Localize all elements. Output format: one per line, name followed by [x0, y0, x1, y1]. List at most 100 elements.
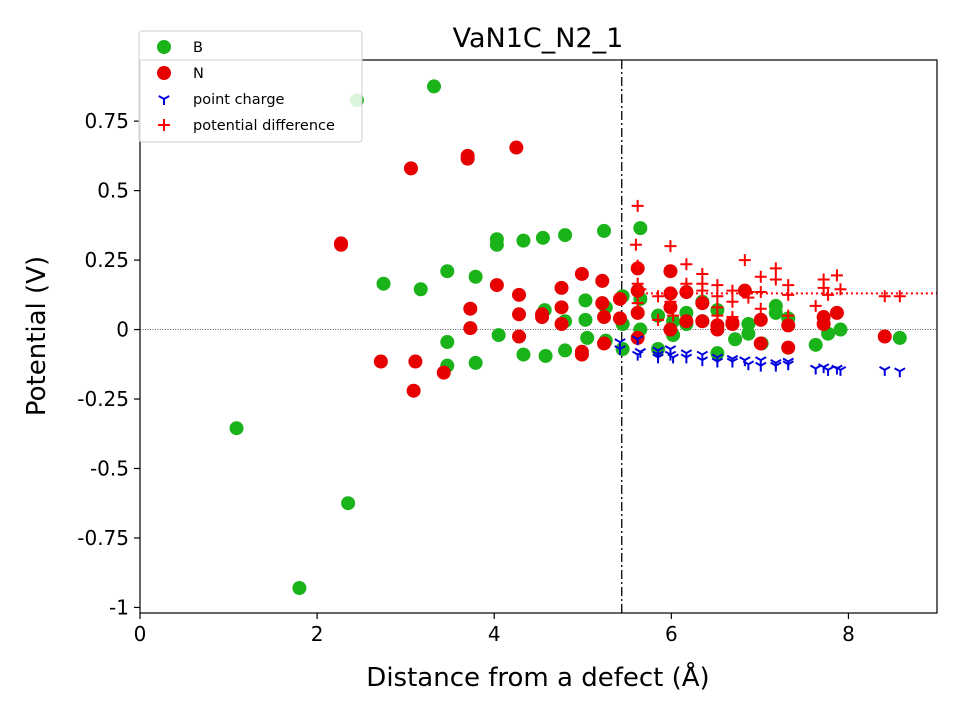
data-point [406, 383, 421, 398]
plot-area [140, 60, 937, 613]
data-point [726, 311, 739, 324]
data-point [614, 345, 626, 356]
data-point [695, 314, 710, 329]
data-point [612, 311, 627, 326]
data-point [680, 353, 693, 364]
x-tick-label: 6 [665, 622, 678, 646]
data-point [769, 262, 782, 275]
y-axis: -1 -0.75 -0.5 -0.25 0 0.25 0.5 0.75 [77, 109, 140, 619]
data-point [726, 295, 739, 308]
data-point [580, 330, 595, 345]
data-point [782, 360, 794, 371]
data-point [711, 279, 724, 292]
x-tick-label: 4 [488, 622, 501, 646]
data-point [742, 291, 755, 304]
y-tick-label: 0.5 [97, 179, 129, 203]
x-tick-label: 0 [134, 622, 147, 646]
x-axis: 0 2 4 6 8 [134, 613, 855, 646]
data-point [631, 335, 644, 346]
legend-marker [158, 95, 170, 105]
data-point [408, 354, 423, 369]
data-point [830, 269, 843, 282]
data-point [809, 299, 822, 312]
data-point [558, 228, 573, 243]
y-tick-label: -0.25 [77, 387, 129, 411]
data-point [595, 296, 610, 311]
data-point [822, 365, 834, 376]
y-tick-label: -1 [109, 595, 129, 619]
data-point [696, 295, 709, 308]
data-point [554, 280, 569, 295]
data-point [781, 318, 796, 333]
data-point [578, 293, 593, 308]
data-point [878, 290, 891, 303]
data-point [781, 340, 796, 355]
data-point [631, 199, 644, 212]
data-point [663, 322, 678, 337]
data-point [817, 281, 830, 294]
data-point [436, 365, 451, 380]
data-point [816, 316, 831, 331]
data-point [489, 278, 504, 293]
data-point [711, 290, 724, 303]
data-point [535, 310, 550, 325]
legend-label: B [193, 40, 203, 56]
data-point [440, 264, 455, 279]
data-point [427, 79, 442, 94]
data-point [711, 357, 724, 368]
data-point [463, 321, 478, 336]
data-point [808, 337, 823, 352]
chart-title: VaN1C_N2_1 [453, 23, 624, 54]
data-point [664, 240, 677, 253]
data-point [894, 367, 906, 378]
data-point [769, 273, 782, 286]
data-point [652, 313, 665, 326]
legend-marker [157, 40, 171, 54]
axes-frame [139, 59, 938, 614]
data-point [664, 295, 677, 308]
series-potential-difference [629, 199, 906, 326]
data-point [711, 309, 724, 322]
data-point [595, 273, 610, 288]
data-point [710, 346, 725, 361]
data-point [741, 326, 756, 341]
data-point [728, 332, 743, 347]
data-point [516, 233, 531, 248]
data-point [468, 269, 483, 284]
data-point [667, 309, 680, 322]
data-point [738, 254, 751, 267]
data-point [696, 356, 709, 367]
data-point [710, 322, 725, 337]
data-point [615, 342, 630, 357]
data-point [879, 365, 891, 376]
y-tick-label: 0.25 [84, 248, 129, 272]
x-axis-label: Distance from a defect (Å) [366, 661, 709, 693]
data-point [538, 348, 553, 363]
data-point [753, 336, 768, 351]
y-tick-label: 0 [116, 318, 129, 342]
data-point [834, 365, 847, 376]
data-point [680, 284, 693, 297]
data-point [726, 357, 739, 368]
data-point [754, 270, 767, 283]
data-point [833, 322, 848, 337]
data-point [680, 258, 693, 271]
data-point [489, 237, 504, 252]
data-point [667, 353, 679, 364]
y-tick-label: -0.75 [77, 526, 129, 550]
data-point [696, 284, 709, 297]
data-point [558, 343, 573, 358]
x-tick-label: 2 [311, 622, 324, 646]
data-point [782, 288, 795, 301]
data-point [373, 354, 388, 369]
data-point [652, 290, 665, 303]
data-point [463, 301, 478, 316]
legend-marker [157, 66, 171, 80]
data-point [822, 288, 835, 301]
data-point [229, 421, 244, 436]
data-point [892, 330, 907, 345]
series-n [334, 140, 892, 398]
data-point [634, 283, 647, 296]
data-point [663, 264, 678, 279]
